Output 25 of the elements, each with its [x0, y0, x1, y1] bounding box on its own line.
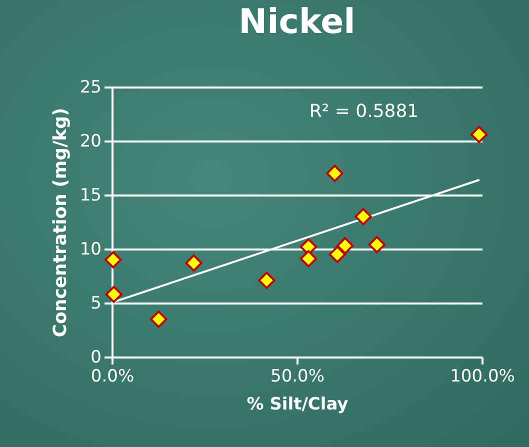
point [104, 251, 122, 268]
point [300, 250, 318, 268]
chart-title: Nickel [238, 2, 356, 42]
point [470, 126, 488, 144]
point [185, 254, 202, 272]
y-tick-label: 20 [80, 132, 102, 152]
x-axis-title: % Silt/Clay [246, 394, 348, 414]
point [150, 310, 168, 328]
y-tick-label: 25 [80, 78, 102, 98]
point [258, 272, 276, 289]
y-axis-title: Concentration (mg/kg) [50, 108, 71, 338]
y-tick-label: 0 [90, 348, 102, 368]
x-tick-label: 0.0% [90, 366, 134, 386]
point [368, 236, 386, 254]
annotation: R² = 0.5881 [309, 101, 419, 122]
point [354, 208, 372, 226]
point [328, 246, 346, 263]
point [336, 237, 354, 254]
y-tick-label: 10 [80, 240, 102, 260]
y-tick-label: 15 [80, 186, 102, 206]
point [326, 164, 344, 182]
x-tick-label: 50.0% [270, 366, 325, 386]
point [105, 286, 122, 303]
y-tick-label: 5 [90, 294, 102, 314]
x-tick-label: 100.0% [450, 366, 515, 386]
